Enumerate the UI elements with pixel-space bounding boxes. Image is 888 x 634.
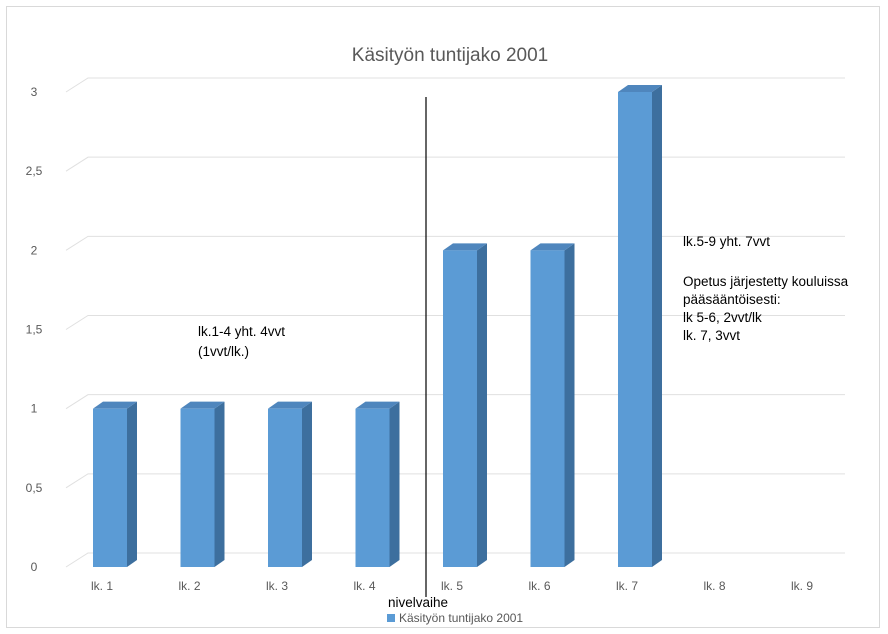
- legend: Käsityön tuntijako 2001: [387, 611, 523, 625]
- bar-top: [355, 401, 400, 409]
- bar: [443, 243, 487, 568]
- bar-front: [618, 92, 652, 567]
- annotation-right-1: lk.5-9 yht. 7vvt: [683, 234, 770, 249]
- annotation-right-2: Opetus järjestetty kouluissa: [683, 274, 849, 289]
- y-tick-label: 1,5: [26, 323, 43, 337]
- bar-side: [389, 401, 400, 567]
- y-tick-label: 2,5: [26, 164, 43, 178]
- bar-front: [268, 408, 302, 567]
- bar-top: [530, 243, 575, 251]
- bar-front: [443, 250, 477, 568]
- x-tick-label: lk. 4: [353, 579, 375, 593]
- x-axis-ticks: lk. 1 lk. 2 lk. 3 lk. 4 lk. 5 lk. 6 lk. 7 lk. 8…: [91, 579, 813, 593]
- annotation-right-4: lk 5-6, 2vvt/lk: [683, 310, 762, 325]
- bar-top: [93, 401, 137, 409]
- x-tick-label: lk. 7: [616, 579, 638, 593]
- grid-line: [65, 77, 845, 93]
- bar-side: [652, 85, 662, 567]
- divider-label: nivelvaihe: [388, 595, 448, 610]
- chart-title: Käsityön tuntijako 2001: [352, 45, 548, 66]
- bar-side: [214, 401, 225, 567]
- bar: [180, 401, 225, 567]
- grid-line: [65, 473, 845, 489]
- annotation-left-1: lk.1-4 yht. 4vvt: [198, 324, 285, 339]
- x-tick-label: lk. 1: [91, 579, 113, 593]
- bar-side: [477, 243, 487, 568]
- x-tick-label: lk. 8: [703, 579, 725, 593]
- y-tick-label: 1: [31, 402, 38, 416]
- annotation-right-3: pääsääntöisesti:: [683, 292, 781, 307]
- x-tick-label: lk. 6: [528, 579, 550, 593]
- bar-top: [268, 401, 312, 409]
- annotation-right-5: lk. 7, 3vvt: [683, 328, 740, 343]
- legend-label: Käsityön tuntijako 2001: [399, 611, 523, 625]
- y-tick-label: 2: [31, 243, 38, 257]
- x-tick-label: lk. 9: [791, 579, 813, 593]
- annotation-left-2: (1vvt/lk.): [198, 344, 249, 359]
- bar-top: [618, 85, 662, 92]
- bar-front: [93, 408, 127, 567]
- bar: [355, 401, 400, 567]
- bar: [93, 401, 137, 567]
- y-axis-ticks: 0 0,5 1 1,5 2 2,5 3: [26, 85, 43, 574]
- bar: [618, 85, 662, 567]
- bar-front: [355, 408, 390, 567]
- legend-swatch: [387, 614, 395, 622]
- bar: [530, 243, 575, 568]
- x-tick-label: lk. 5: [441, 579, 463, 593]
- x-tick-label: lk. 2: [178, 579, 200, 593]
- grid-line: [65, 394, 845, 410]
- y-tick-label: 3: [31, 85, 38, 99]
- bar-top: [180, 401, 225, 409]
- x-tick-label: lk. 3: [266, 579, 288, 593]
- bar-side: [564, 243, 575, 568]
- bar-side: [302, 401, 312, 567]
- grid-lines: [65, 77, 845, 568]
- bars: [93, 85, 662, 568]
- grid-line: [65, 156, 845, 172]
- grid-line: [65, 235, 845, 251]
- grid-line: [65, 552, 845, 568]
- grid-line: [65, 315, 845, 330]
- y-tick-label: 0: [31, 560, 38, 574]
- bar-front: [180, 408, 215, 567]
- bar-top: [443, 243, 487, 251]
- bar-front: [530, 250, 565, 568]
- y-tick-label: 0,5: [26, 481, 43, 495]
- bar: [268, 401, 312, 567]
- bar-side: [127, 401, 137, 567]
